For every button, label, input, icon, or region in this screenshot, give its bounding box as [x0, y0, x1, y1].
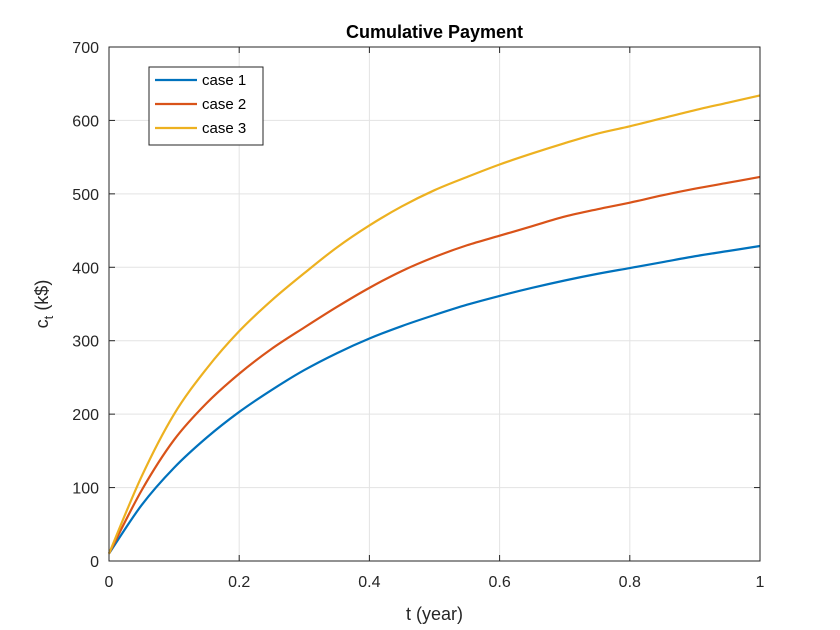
- y-tick-label: 400: [72, 260, 99, 277]
- plot-frame: [108, 46, 761, 562]
- legend-label-case-3: case 3: [202, 120, 246, 137]
- legend: case 1 case 2 case 3: [148, 66, 264, 146]
- series-line-case-1: [108, 244, 761, 555]
- y-axis-label-main: c: [32, 319, 52, 328]
- legend-label-case-1: case 1: [202, 72, 246, 89]
- y-tick-label: 0: [90, 554, 99, 571]
- grid: [109, 47, 760, 561]
- series-layer: [107, 94, 761, 555]
- y-tick-label: 100: [72, 481, 99, 498]
- y-axis-label: ct (k$): [32, 280, 56, 329]
- x-tick-label: 0.6: [488, 574, 510, 591]
- x-tick-label: 0.2: [228, 574, 250, 591]
- x-tick-label: 0.8: [619, 574, 641, 591]
- y-axis-label-unit: (k$): [32, 280, 52, 316]
- y-tick-label: 500: [72, 187, 99, 204]
- legend-label-case-2: case 2: [202, 96, 246, 113]
- y-tick-label: 700: [72, 40, 99, 57]
- y-tick-label: 600: [72, 113, 99, 130]
- chart-title: Cumulative Payment: [346, 22, 523, 42]
- x-axis-label: t (year): [406, 604, 463, 624]
- series-line-case-3: [107, 94, 761, 555]
- x-tick-label: 0: [105, 574, 114, 591]
- y-tick-label: 300: [72, 334, 99, 351]
- ticks: 0 0.2 0.4 0.6 0.8 1 0 100 200 300 400 500 600 700: [72, 40, 764, 591]
- series-line-case-2: [108, 175, 761, 555]
- x-tick-label: 0.4: [358, 574, 380, 591]
- y-tick-label: 200: [72, 407, 99, 424]
- y-axis-label-subscript: t: [41, 315, 56, 319]
- x-tick-label: 1: [756, 574, 765, 591]
